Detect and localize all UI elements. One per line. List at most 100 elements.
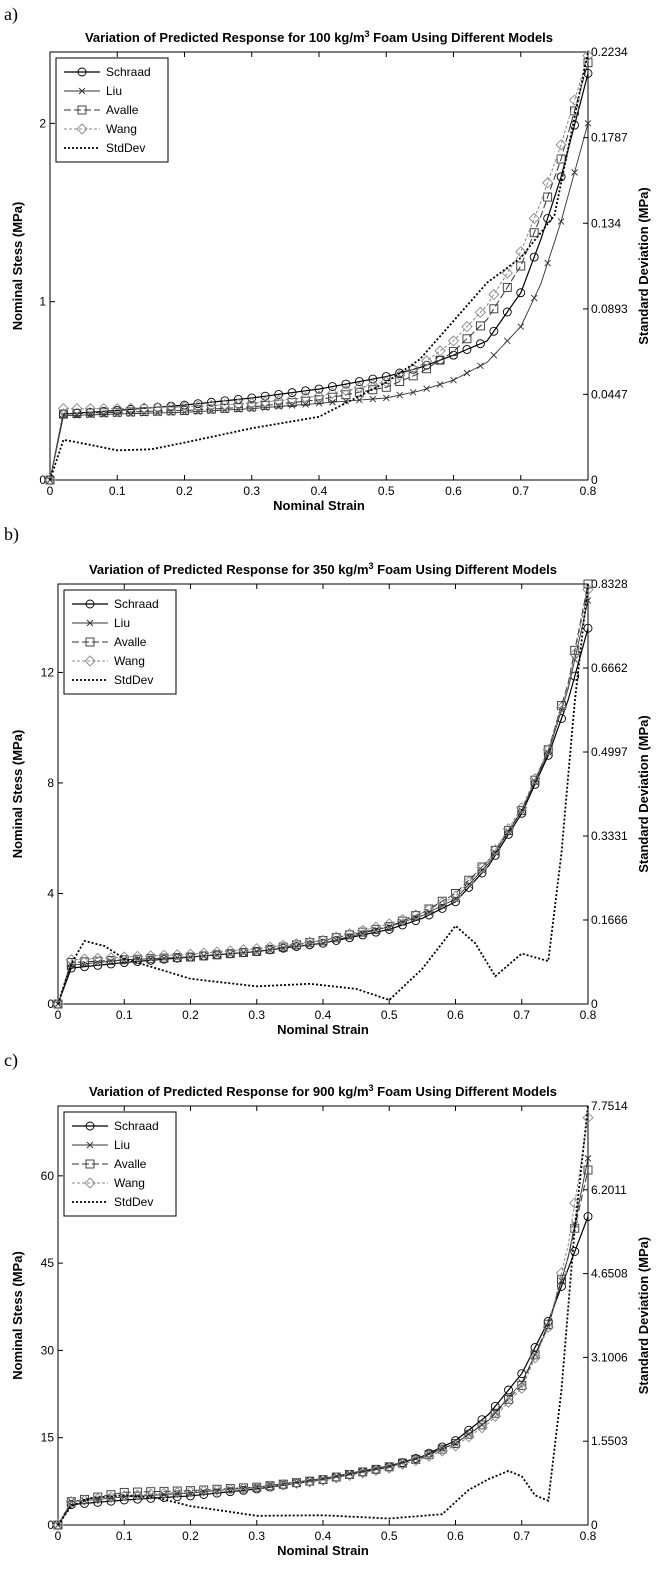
chart-3-legend-marker-schraad	[85, 1121, 95, 1131]
chart-1-series-avalle-point	[583, 58, 593, 68]
chart-2-series-wang-point	[489, 844, 501, 856]
chart-3-legend-marker-liu	[86, 1141, 94, 1149]
chart-1-series-wang-point	[434, 345, 446, 357]
chart-3-series-wang-point	[569, 1197, 581, 1209]
chart-1-xtick-label: 0.6	[445, 484, 462, 498]
chart-1-xtick-label: 0.1	[109, 484, 126, 498]
chart-1-series-avalle-point	[475, 321, 485, 331]
chart-1-legend-marker-wang	[76, 123, 88, 135]
chart-2-series-schraad-point	[424, 910, 434, 920]
chart-3-xtick-label: 0.2	[182, 1529, 199, 1543]
chart-2-series-stddev	[57, 583, 589, 1005]
chart-1-series-wang-point	[555, 139, 567, 151]
chart-3-title-part: Variation of Predicted Response for 900 …	[89, 1084, 369, 1099]
chart-1-series-wang-point	[125, 402, 137, 414]
chart-2-series-schraad-point	[477, 868, 487, 878]
chart-1-series-schraad-point	[381, 372, 391, 382]
chart-2-series-wang-point	[184, 948, 197, 960]
chart-1-series-wang-point	[326, 387, 339, 399]
chart-2-series-schraad-point	[464, 882, 474, 892]
chart-1-series-wang-point	[501, 267, 513, 279]
chart-2-series-avalle-point	[451, 889, 460, 898]
chart-2-series-wang-point	[290, 938, 303, 950]
chart-3-series-wang-point	[463, 1431, 475, 1443]
chart-2-series-liu-point	[107, 957, 115, 965]
chart-2-series-wang	[52, 583, 594, 1010]
chart-1-series-wang-point	[111, 403, 123, 415]
chart-1-series-wang-point	[232, 398, 244, 410]
chart-1-series-wang-point	[488, 288, 500, 301]
chart-3-series-schraad-point	[530, 1343, 540, 1352]
chart-3-title-part: Foam Using Different Models	[374, 1084, 557, 1099]
chart-3-series-wang-point	[264, 1480, 276, 1492]
chart-1-series-wang-point	[165, 401, 177, 413]
chart-1-series-wang-point	[151, 401, 164, 414]
chart-3-series-avalle-point	[133, 1487, 142, 1497]
chart-2-series-schraad-point	[411, 916, 421, 926]
chart-1-series-avalle-point	[502, 282, 512, 292]
chart-2-series-avalle-point	[225, 949, 235, 959]
chart-2-xtick-label: 0.3	[248, 1008, 265, 1022]
chart-1-series-wang-point	[246, 397, 258, 409]
chart-2-y2tick-label: 0.6662	[591, 661, 628, 675]
chart-1-series-avalle-point	[462, 334, 472, 344]
chart-2-series-avalle-point	[318, 935, 328, 945]
chart-2-y2tick-label: 0.1666	[591, 913, 628, 927]
chart-1-series-avalle-point	[45, 475, 55, 485]
chart-1-series-wang-point	[192, 400, 204, 412]
chart-2-series-liu-point	[253, 948, 261, 955]
chart-1-series-avalle-point	[180, 406, 189, 415]
chart-3-series-wang-point	[224, 1483, 236, 1496]
chart-1-series-liu-point	[557, 218, 565, 225]
chart-1-xtick-label: 0.2	[176, 484, 193, 498]
chart-3-series-wang-point	[489, 1410, 501, 1422]
chart-1-series-wang	[44, 49, 594, 486]
chart-3-series-wang-point	[449, 1440, 462, 1452]
chart-3-series-wang-point	[502, 1396, 515, 1408]
chart-1-series-avalle-point	[260, 401, 270, 410]
chart-3-xtick-label: 0.8	[580, 1529, 597, 1543]
chart-3-series-schraad-point	[490, 1401, 500, 1411]
chart-1-series-schraad-point	[395, 368, 405, 378]
chart-1-series-wang-point	[57, 403, 70, 415]
chart-2-legend-label-schraad: Schraad	[114, 597, 159, 611]
chart-1-series-wang-point	[313, 390, 325, 402]
chart-2-series-wang-point	[131, 950, 144, 963]
chart-1-series-schraad-point	[206, 397, 216, 407]
chart-1-series-liu-point	[396, 391, 404, 399]
chart-2-series-wang-point	[555, 701, 568, 714]
chart-3-y2tick-label: 6.2011	[591, 1183, 627, 1197]
chart-1-xtick-label: 0	[47, 484, 54, 498]
chart-2-series-avalle-point	[504, 826, 513, 835]
chart-1-series-wang-point	[219, 399, 231, 411]
chart-3-series-liu-point	[584, 1155, 592, 1162]
chart-2-series-wang-point	[396, 913, 409, 926]
chart-1-xtick-label: 0.3	[243, 484, 260, 498]
chart-1-xtick-label: 0.5	[378, 484, 395, 498]
chart-1-series-avalle-point	[395, 377, 405, 387]
chart-3-series-liu-point	[531, 1351, 539, 1359]
chart-1-title-sup: 3	[365, 29, 370, 39]
chart-2-series-wang-point	[410, 909, 422, 921]
chart-1-series-avalle-point	[543, 192, 553, 202]
chart-2-series-avalle-point	[265, 944, 275, 954]
chart-1-series-wang-point	[259, 396, 271, 408]
chart-1-series-liu-point	[436, 381, 444, 388]
chart-1-legend-label-schraad: Schraad	[106, 65, 151, 79]
chart-2-series-wang-point	[343, 928, 356, 940]
chart-3-series-liu-point	[240, 1485, 247, 1492]
chart-2-series-avalle-point	[464, 875, 474, 885]
chart-1-series-wang-point	[353, 381, 365, 394]
chart-1-series-wang-point	[138, 402, 150, 414]
chart-3-y2tick-label: 0	[591, 1518, 598, 1532]
chart-3-xtick-label: 0.1	[116, 1529, 133, 1543]
chart-2-series-wang-point	[264, 941, 276, 953]
chart-3-xtick-label: 0.7	[513, 1529, 530, 1543]
chart-1-series-liu-point	[503, 337, 511, 345]
chart-1-series-schraad-point	[274, 389, 284, 399]
chart-3-legend-marker-wang	[84, 1177, 96, 1189]
chart-3-series-wang-point	[105, 1491, 117, 1503]
chart-1-series-avalle-point	[408, 371, 418, 381]
chart-1-series-schraad-point	[314, 384, 324, 394]
chart-2-legend-marker-schraad	[85, 599, 95, 609]
